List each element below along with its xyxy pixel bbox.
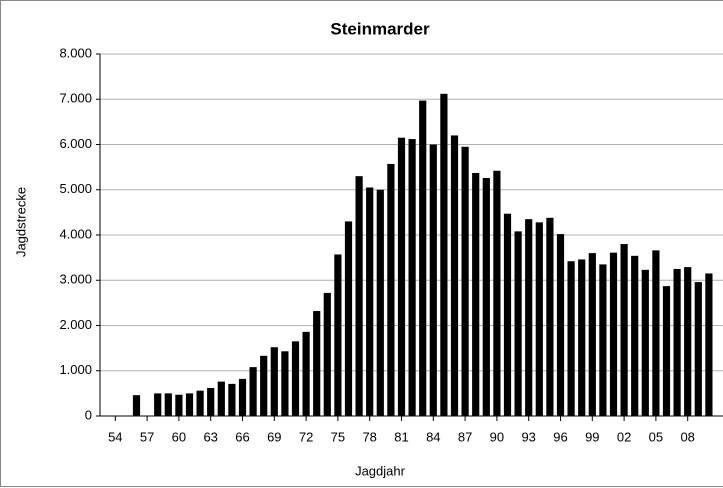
bar: [546, 217, 554, 416]
bar: [694, 282, 702, 416]
bar: [291, 341, 300, 416]
bar: [154, 393, 162, 416]
bar: [673, 268, 681, 416]
bar: [450, 135, 459, 416]
bar: [440, 93, 448, 416]
bar: [535, 222, 543, 416]
bar: [281, 351, 289, 416]
x-tick-label: 08: [680, 429, 694, 444]
bar: [270, 347, 278, 416]
bar: [429, 144, 437, 416]
x-axis-label: Jagdjahr: [355, 463, 406, 478]
x-tick-label: 87: [458, 429, 472, 444]
bar: [556, 234, 565, 416]
y-tick-label: 7.000: [59, 91, 92, 106]
bar: [376, 189, 384, 416]
chart-title: Steinmarder: [330, 19, 430, 38]
x-tick-label: 66: [235, 429, 249, 444]
x-tick-label: 93: [521, 429, 535, 444]
bar: [705, 273, 713, 416]
x-tick-label: 60: [172, 429, 186, 444]
x-tick-label: 05: [649, 429, 663, 444]
bar: [249, 367, 257, 416]
bar: [503, 213, 512, 416]
x-tick-label: 96: [553, 429, 567, 444]
bar: [631, 255, 639, 416]
bar: [185, 393, 194, 416]
y-tick-label: 5.000: [59, 181, 92, 196]
x-tick-label: 90: [490, 429, 504, 444]
bar: [641, 269, 649, 416]
x-tick-label: 99: [585, 429, 599, 444]
bar: [514, 231, 522, 416]
x-tick-label: 75: [331, 429, 345, 444]
y-axis-label: Jagdstrecke: [13, 187, 28, 257]
bar: [588, 253, 596, 416]
bar: [387, 163, 395, 416]
x-tick-label: 54: [108, 429, 122, 444]
y-tick-label: 0: [85, 407, 92, 422]
bar: [132, 395, 141, 416]
bar: [567, 261, 575, 416]
y-tick-label: 8.000: [59, 45, 92, 60]
x-tick-label: 81: [394, 429, 408, 444]
bar: [334, 254, 342, 416]
bar: [599, 264, 607, 416]
bar: [493, 170, 501, 416]
bar: [461, 146, 469, 416]
bar: [260, 355, 268, 416]
bar: [408, 139, 416, 416]
x-tick-label: 72: [299, 429, 313, 444]
bar: [207, 387, 215, 416]
bar: [525, 219, 533, 416]
bar: [238, 378, 247, 416]
x-tick-label: 02: [617, 429, 631, 444]
x-tick-label: 69: [267, 429, 281, 444]
x-tick-label: 63: [203, 429, 217, 444]
x-tick-label: 57: [140, 429, 154, 444]
bar: [344, 221, 353, 416]
bar: [472, 173, 480, 416]
bar: [302, 331, 310, 416]
bar: [228, 383, 236, 416]
bar: [609, 252, 618, 416]
bar: [313, 311, 321, 416]
bar: [175, 394, 183, 416]
y-tick-label: 3.000: [59, 272, 92, 287]
x-tick-label: 78: [362, 429, 376, 444]
y-tick-label: 6.000: [59, 136, 92, 151]
bar: [164, 393, 172, 416]
bar: [620, 244, 628, 416]
y-tick-label: 4.000: [59, 226, 92, 241]
bar: [662, 286, 671, 416]
bar: [196, 390, 204, 416]
bar: [652, 250, 660, 416]
bar: [419, 100, 427, 417]
x-tick-label: 84: [426, 429, 440, 444]
bar: [323, 292, 331, 416]
bar: [355, 176, 363, 416]
bar: [217, 381, 225, 416]
bar: [482, 177, 490, 416]
bar: [578, 259, 586, 416]
y-tick-label: 2.000: [59, 317, 92, 332]
bar: [397, 137, 406, 416]
y-tick-label: 1.000: [59, 362, 92, 377]
bar: [366, 187, 374, 416]
bar: [684, 267, 692, 416]
